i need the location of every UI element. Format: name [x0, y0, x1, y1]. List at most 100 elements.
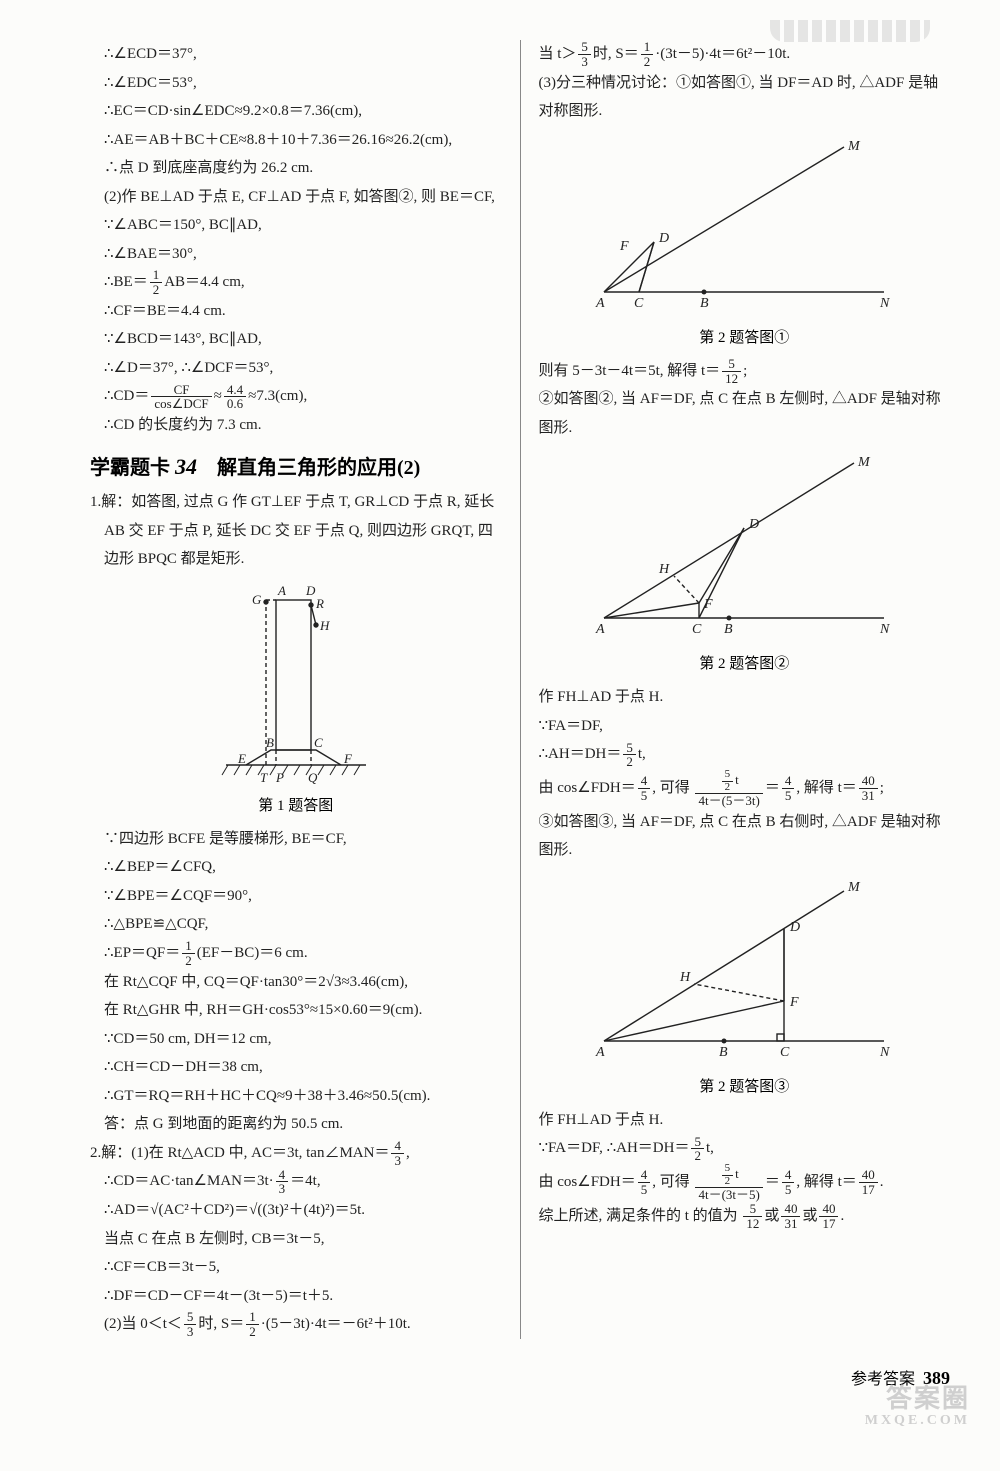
text: ＝4t, [290, 1173, 320, 1189]
text-line: ∴EP＝QF＝12(EF－BC)＝6 cm. [90, 939, 502, 968]
text: 由 cos∠FDH＝ [539, 780, 636, 796]
text-line: (2)当 0＜t＜53时, S＝12·(5－3t)·4t＝－6t²＋10t. [90, 1310, 502, 1339]
svg-text:F: F [343, 751, 353, 766]
text-line: ∴CD＝CFcos∠DCF≈4.40.6≈7.3(cm), [90, 382, 502, 411]
text-line: 综上所述, 满足条件的 t 的值为 512或4031或4017. [539, 1202, 951, 1231]
text-line: ∴∠BEP＝∠CFQ, [90, 853, 502, 882]
text-line: ∴DF＝CD－CF＝4t－(3t－5)＝t＋5. [90, 1282, 502, 1311]
fraction: 512 [743, 1202, 762, 1230]
svg-text:N: N [879, 1045, 890, 1060]
text: ∴BE＝ [104, 274, 148, 290]
heading-pre: 学霸题卡 [90, 457, 175, 479]
text: ∴EP＝QF＝ [104, 945, 180, 961]
svg-text:A: A [595, 622, 605, 637]
text-line: ∴∠EDC＝53°, [90, 69, 502, 98]
fraction: 4031 [859, 774, 878, 802]
text-line: 在 Rt△GHR 中, RH＝GH·cos53°≈15×0.60＝9(cm). [90, 996, 502, 1025]
text-line: ∴△BPE≌△CQF, [90, 910, 502, 939]
text: (2)当 0＜t＜ [104, 1316, 182, 1332]
columns: ∴∠ECD＝37°, ∴∠EDC＝53°, ∴EC＝CD·sin∠EDC≈9.2… [90, 40, 950, 1339]
svg-text:A: A [595, 1045, 605, 1060]
figure-caption: 第 2 题答图③ [539, 1075, 951, 1096]
text-line: 边形 BPQC 都是矩形. [90, 545, 502, 574]
fraction: 52 [691, 1135, 704, 1163]
svg-text:H: H [319, 618, 330, 633]
svg-text:M: M [857, 455, 871, 470]
svg-text:B: B [724, 622, 733, 637]
text: 时, S＝ [198, 1316, 244, 1332]
text: (EF－BC)＝6 cm. [197, 945, 308, 961]
svg-text:M: M [847, 139, 861, 154]
text-line: ∴CD＝AC·tan∠MAN＝3t·43＝4t, [90, 1167, 502, 1196]
text-line: 由 cos∠FDH＝45, 可得 52t4t－(5－3t)＝45, 解得 t＝4… [539, 769, 951, 808]
text: ＝ [765, 780, 780, 796]
text: 当 t＞ [539, 46, 577, 62]
text: ≈ [214, 388, 222, 404]
text-line: 作 FH⊥AD 于点 H. [539, 1106, 951, 1135]
text: ·(5－3t)·4t＝－6t²＋10t. [261, 1316, 411, 1332]
fraction: 43 [391, 1139, 404, 1167]
svg-text:Q: Q [308, 770, 318, 785]
fraction: 4017 [859, 1168, 878, 1196]
svg-text:C: C [692, 622, 702, 637]
fraction: 12 [641, 40, 654, 68]
text-line: ∵四边形 BCFE 是等腰梯形, BE＝CF, [90, 825, 502, 854]
figure-2b: A C B N M D F H [584, 448, 904, 648]
figure-caption: 第 2 题答图② [539, 652, 951, 673]
text: 时, S＝ [593, 46, 639, 62]
text-line: ∵∠ABC＝150°, BC∥AD, [90, 211, 502, 240]
text-line: 答：点 G 到地面的距离约为 50.5 cm. [90, 1110, 502, 1139]
text-line: ∴CH＝CD－DH＝38 cm, [90, 1053, 502, 1082]
svg-text:M: M [847, 880, 861, 895]
text-line: ∴AD＝√(AC²＋CD²)＝√((3t)²＋(4t)²)＝5t. [90, 1196, 502, 1225]
text: , 解得 t＝ [796, 780, 856, 796]
svg-text:F: F [619, 239, 629, 254]
text-line: ∵∠BCD＝143°, BC∥AD, [90, 325, 502, 354]
text-line: (2)作 BE⊥AD 于点 E, CF⊥AD 于点 F, 如答图②, 则 BE＝… [90, 183, 502, 212]
text: . [880, 1174, 884, 1190]
svg-text:F: F [789, 995, 799, 1010]
text: 由 cos∠FDH＝ [539, 1174, 636, 1190]
svg-text:R: R [315, 596, 324, 611]
svg-text:H: H [679, 970, 691, 985]
fraction: 12 [150, 268, 163, 296]
figure-caption: 第 1 题答图 [90, 794, 502, 815]
fraction: 4031 [781, 1202, 800, 1230]
text-line: ∴点 D 到底座高度约为 26.2 cm. [90, 154, 502, 183]
text: 或 [802, 1208, 817, 1224]
text: ·(3t－5)·4t＝6t²－10t. [655, 46, 790, 62]
svg-text:B: B [700, 296, 709, 311]
fraction: 52t4t－(3t－5) [695, 1163, 762, 1202]
text-line: ∴∠BAE＝30°, [90, 240, 502, 269]
page: ∴∠ECD＝37°, ∴∠EDC＝53°, ∴EC＝CD·sin∠EDC≈9.2… [0, 0, 1000, 1439]
text-line: ∴AH＝DH＝52t, [539, 740, 951, 769]
text-line: ∵FA＝DF, ∴AH＝DH＝52t, [539, 1134, 951, 1163]
figure-2a: A C B N M D F [584, 132, 904, 322]
svg-text:A: A [595, 296, 605, 311]
svg-text:C: C [634, 296, 644, 311]
right-column: 当 t＞53时, S＝12·(3t－5)·4t＝6t²－10t. (3)分三种情… [521, 40, 951, 1339]
text-line: ∴BE＝12AB＝4.4 cm, [90, 268, 502, 297]
text-line: ∴AE＝AB＋BC＋CE≈8.8＋10＋7.36＝26.16≈26.2(cm), [90, 126, 502, 155]
figure-1: A D G R H B C E F T P Q [216, 580, 376, 790]
text: ; [743, 363, 747, 379]
left-column: ∴∠ECD＝37°, ∴∠EDC＝53°, ∴EC＝CD·sin∠EDC≈9.2… [90, 40, 521, 1339]
text: t, [706, 1140, 714, 1156]
text-line: ∵∠BPE＝∠CQF＝90°, [90, 882, 502, 911]
text: 2.解：(1)在 Rt△ACD 中, AC＝3t, tan∠MAN＝ [90, 1145, 389, 1161]
watermark-text: 答案圈 [886, 1384, 970, 1413]
text: , [406, 1145, 410, 1161]
fraction: 53 [184, 1310, 197, 1338]
svg-text:C: C [314, 735, 323, 750]
text: 则有 5－3t－4t＝5t, 解得 t＝ [539, 363, 721, 379]
text: ∴CD＝ [104, 388, 149, 404]
svg-text:D: D [789, 920, 800, 935]
text: 或 [764, 1208, 779, 1224]
svg-text:F: F [703, 597, 713, 612]
fraction: 53 [578, 40, 591, 68]
text-line: 在 Rt△CQF 中, CQ＝QF·tan30°＝2√3≈3.46(cm), [90, 968, 502, 997]
text: AB＝4.4 cm, [164, 274, 244, 290]
text-line: 作 FH⊥AD 于点 H. [539, 683, 951, 712]
text-line: 当点 C 在点 B 左侧时, CB＝3t－5, [90, 1225, 502, 1254]
text-line: 由 cos∠FDH＝45, 可得 52t4t－(3t－5)＝45, 解得 t＝4… [539, 1163, 951, 1202]
